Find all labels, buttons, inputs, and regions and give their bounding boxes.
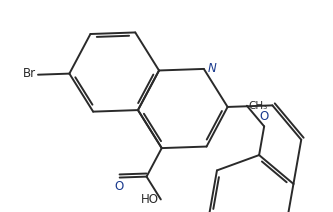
Text: O: O xyxy=(259,110,269,123)
Text: Br: Br xyxy=(22,67,36,80)
Text: HO: HO xyxy=(141,193,159,206)
Text: O: O xyxy=(114,180,124,193)
Text: CH₃: CH₃ xyxy=(248,101,268,111)
Text: N: N xyxy=(208,62,217,75)
